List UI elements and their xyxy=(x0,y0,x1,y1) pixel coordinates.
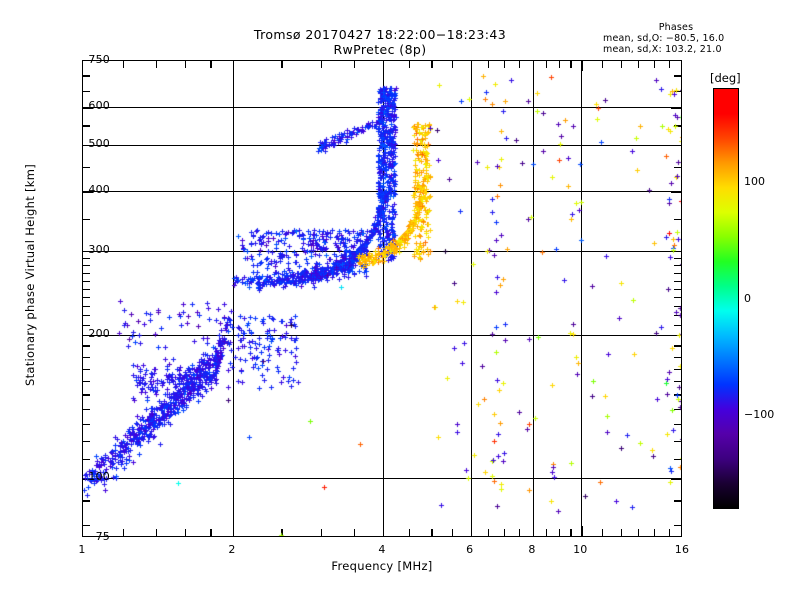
colorbar-gradient xyxy=(714,89,738,508)
colorbar-tick-label-1: 0 xyxy=(744,291,751,305)
y-tick-label-750: 750 xyxy=(88,53,110,66)
title-line-2: RwPretec (8p) xyxy=(333,42,427,57)
y-tick-label-500: 500 xyxy=(88,137,110,150)
plot-area xyxy=(82,60,682,537)
phase-statistics-annotation: Phases mean, sd,O: −80.5, 16.0 mean, sd,… xyxy=(595,22,795,55)
y-tick-label-100: 100 xyxy=(88,470,110,484)
x-tick-label-6: 6 xyxy=(466,543,474,556)
phase-stats-x-mode: mean, sd,X: 103.2, 21.0 xyxy=(603,44,722,55)
y-tick-label-600: 600 xyxy=(88,99,110,113)
colorbar-unit-label: [deg] xyxy=(710,71,741,85)
y-tick-label-200: 200 xyxy=(88,326,110,340)
colorbar-tick-label-2: −100 xyxy=(744,408,775,422)
colorbar-tick-label-0: 100 xyxy=(744,174,765,188)
plot-inner xyxy=(83,61,681,536)
x-tick-label-8: 8 xyxy=(528,543,536,556)
x-tick-label-1: 1 xyxy=(78,543,86,556)
x-tick-label-10: 10 xyxy=(573,543,588,556)
phase-stats-heading: Phases xyxy=(658,22,694,33)
y-tick-label-75: 75 xyxy=(95,530,110,543)
x-tick-label-2: 2 xyxy=(228,543,236,556)
phase-stats-o-mode: mean, sd,O: −80.5, 16.0 xyxy=(603,33,725,44)
x-axis-title: Frequency [MHz] xyxy=(331,559,433,573)
title-line-1: Tromsø 20170427 18:22:00−18:23:43 xyxy=(253,27,507,42)
colorbar xyxy=(713,88,739,509)
y-tick-label-400: 400 xyxy=(88,183,110,197)
y-tick-label-300: 300 xyxy=(88,242,110,256)
figure-title: Tromsø 20170427 18:22:00−18:23:43 RwPret… xyxy=(0,27,760,57)
x-tick-label-4: 4 xyxy=(378,543,386,556)
scatter-points xyxy=(83,61,681,536)
y-axis-title: Stationary phase Virtual Height [km] xyxy=(23,163,37,387)
x-tick-label-16: 16 xyxy=(674,543,690,556)
